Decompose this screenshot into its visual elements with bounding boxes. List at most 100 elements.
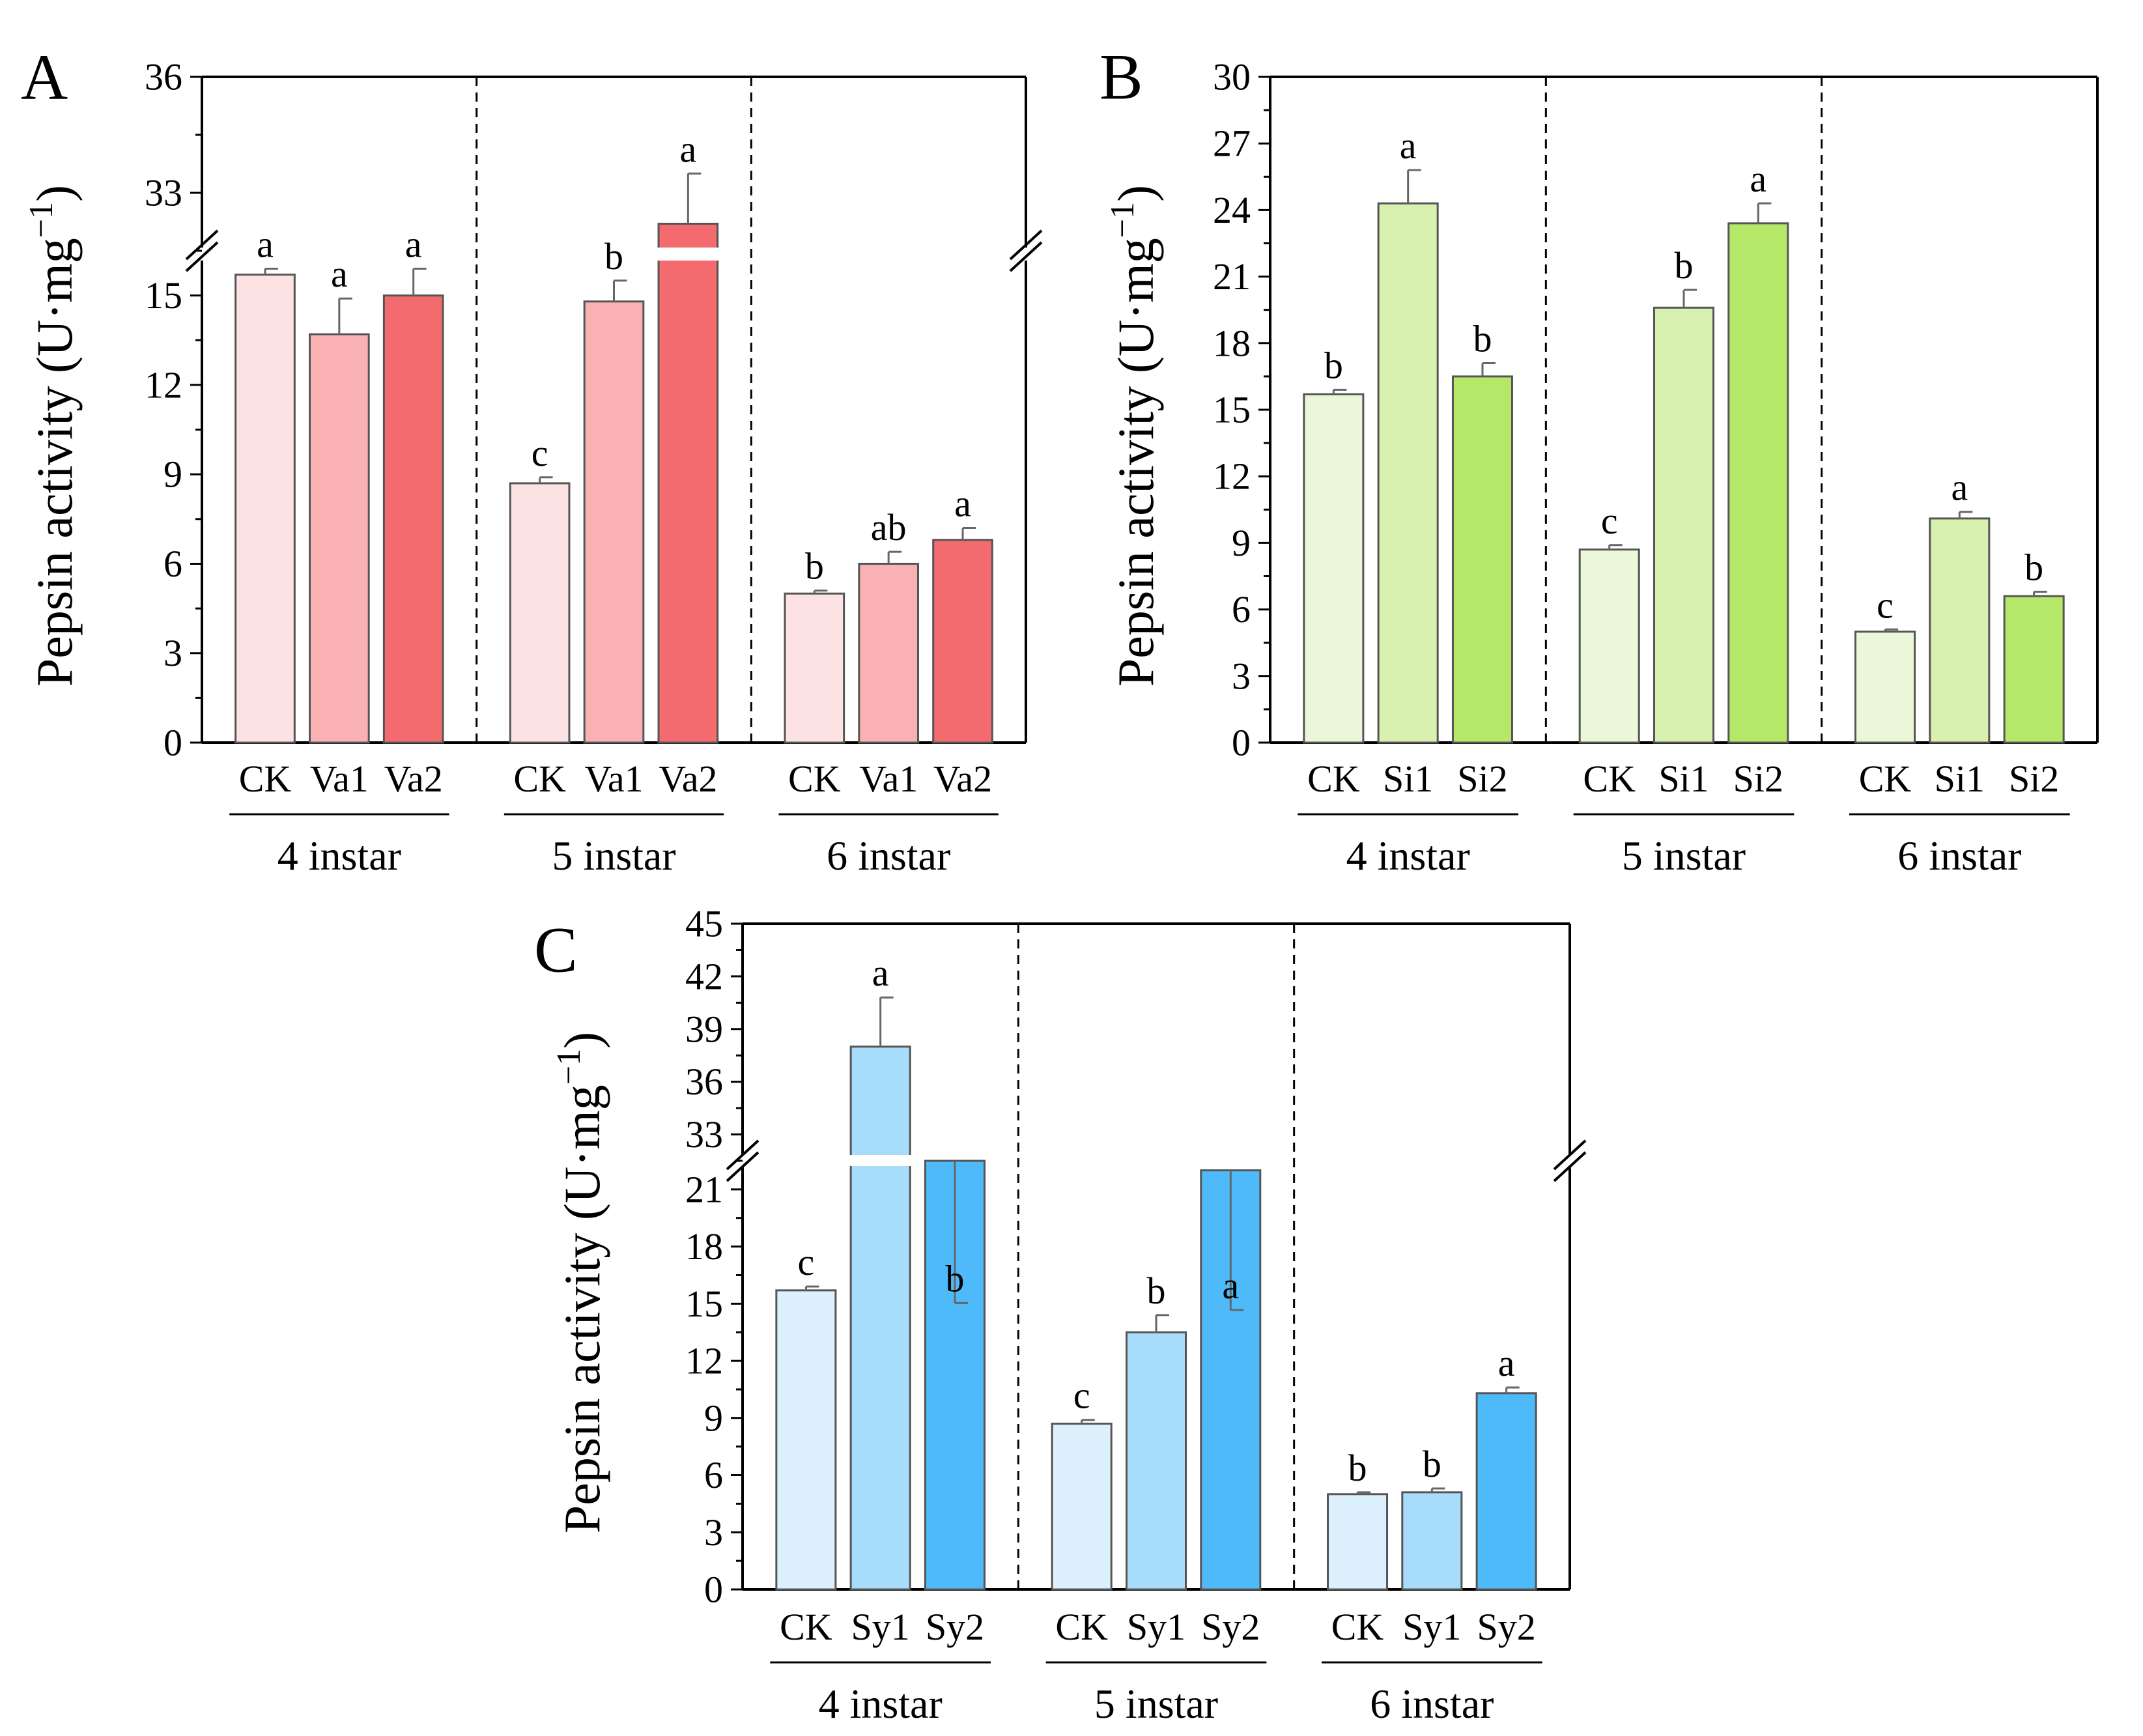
category-label: CK [788,758,841,800]
bar-5-instar-CK [509,482,571,744]
y-tick-label: 36 [685,1060,723,1103]
category-label: Sy2 [926,1606,984,1648]
significance-letter: b [1348,1447,1367,1489]
significance-letter: b [1423,1443,1441,1485]
y-tick-label: 33 [145,172,182,214]
y-axis-label: Pepsin activity (U·mg−1) [23,185,83,687]
category-label: Va2 [384,758,443,800]
y-tick-label: 24 [1213,189,1251,231]
category-label: Si1 [1658,758,1709,800]
axis-break-mark [1009,241,1043,272]
axis-break-mark [1553,1139,1587,1171]
significance-letter: c [1073,1374,1090,1417]
y-tick-label: 21 [1213,255,1251,298]
y-tick-label: 15 [145,274,182,317]
y-tick-label: 0 [704,1569,723,1611]
category-label: Va1 [310,758,369,800]
y-tick-label: 42 [685,955,723,997]
group-label: 6 instar [1897,832,2021,879]
bar-4-instar-Va1 [309,333,370,744]
y-tick-label: 18 [685,1225,723,1268]
bar-4-instar-Va2 [382,294,444,744]
category-label: Sy1 [1127,1606,1185,1648]
significance-letter: a [1222,1264,1239,1307]
y-axis-label-exponent: −1 [23,202,60,238]
category-label: Sy2 [1201,1606,1260,1648]
significance-letter: b [945,1257,964,1300]
group-label: 4 instar [1346,832,1470,879]
bar-6-instar-Va2 [932,539,993,744]
category-label: Si1 [1935,758,1985,800]
bar-5-instar-Si2 [1727,222,1789,744]
axis-break-mark [726,1151,759,1182]
bar-6-instar-Sy1 [1401,1491,1463,1591]
category-label: CK [1859,758,1912,800]
significance-letter: a [257,223,274,265]
significance-letter: a [872,952,889,994]
y-axis-label-main: Pepsin activity (U·mg [554,1085,610,1533]
bar-6-instar-Si2 [2003,595,2065,744]
significance-letter: b [2024,546,2043,588]
category-label: Va1 [584,758,643,800]
significance-letter: b [805,545,824,588]
category-label: Si2 [2009,758,2059,800]
y-axis-label-exponent: −1 [550,1049,588,1085]
bar-6-instar-CK [1327,1493,1389,1591]
category-label: Sy2 [1477,1606,1536,1648]
axis-break-mark [185,241,219,272]
bar-4-instar-CK [234,274,296,744]
y-tick-label: 6 [704,1454,723,1496]
significance-letter: a [679,128,696,170]
category-label: Si2 [1457,758,1507,800]
category-label: Va2 [659,758,717,800]
axis-break-mark [726,1139,759,1171]
significance-letter: b [1473,317,1492,360]
group-label: 5 instar [1622,832,1746,879]
y-axis-label-close: ) [554,1032,610,1049]
significance-letter: a [331,253,348,295]
y-tick-label: 15 [1213,389,1251,431]
bar-break-gap [657,248,719,261]
category-label: Si2 [1733,758,1783,800]
bar-5-instar-Sy1 [1125,1331,1187,1591]
y-tick-label: 33 [685,1113,723,1156]
bar-5-instar-Si1 [1653,306,1715,744]
bar-6-instar-Sy2 [1475,1392,1537,1591]
y-axis-label-exponent: −1 [1104,202,1141,238]
group-label: 4 instar [277,832,401,879]
y-axis-label-main: Pepsin activity (U·mg [1107,238,1164,687]
y-axis-label-close: ) [26,185,83,202]
group-label: 5 instar [552,832,675,879]
y-tick-label: 3 [704,1511,723,1554]
axis-break-mark [1553,1151,1587,1182]
significance-letter: a [1498,1342,1515,1384]
category-label: Si1 [1383,758,1433,800]
y-axis-label-main: Pepsin activity (U·mg [26,238,83,687]
y-tick-label: 12 [685,1340,723,1382]
bar-6-instar-Si1 [1929,517,1991,744]
bar-6-instar-CK [784,592,845,744]
category-label: CK [239,758,292,800]
bar-4-instar-Si1 [1377,202,1439,744]
y-tick-label: 6 [1232,588,1251,631]
group-label: 6 instar [1370,1681,1494,1727]
panel-letter: C [534,914,578,986]
axis-break-mark [185,229,219,261]
group-label: 5 instar [1094,1681,1218,1727]
category-label: CK [1055,1606,1108,1648]
y-tick-label: 27 [1213,122,1251,165]
y-tick-label: 39 [685,1008,723,1050]
y-tick-label: 12 [145,363,182,406]
y-axis-label: Pepsin activity (U·mg−1) [1104,185,1164,687]
y-tick-label: 9 [704,1397,723,1439]
y-tick-label: 3 [163,632,182,674]
significance-letter: c [532,432,548,474]
y-tick-label: 21 [685,1168,723,1210]
category-label: Va1 [859,758,918,800]
significance-letter: a [1400,124,1417,167]
category-label: Sy1 [1402,1606,1461,1648]
category-label: CK [1331,1606,1384,1648]
